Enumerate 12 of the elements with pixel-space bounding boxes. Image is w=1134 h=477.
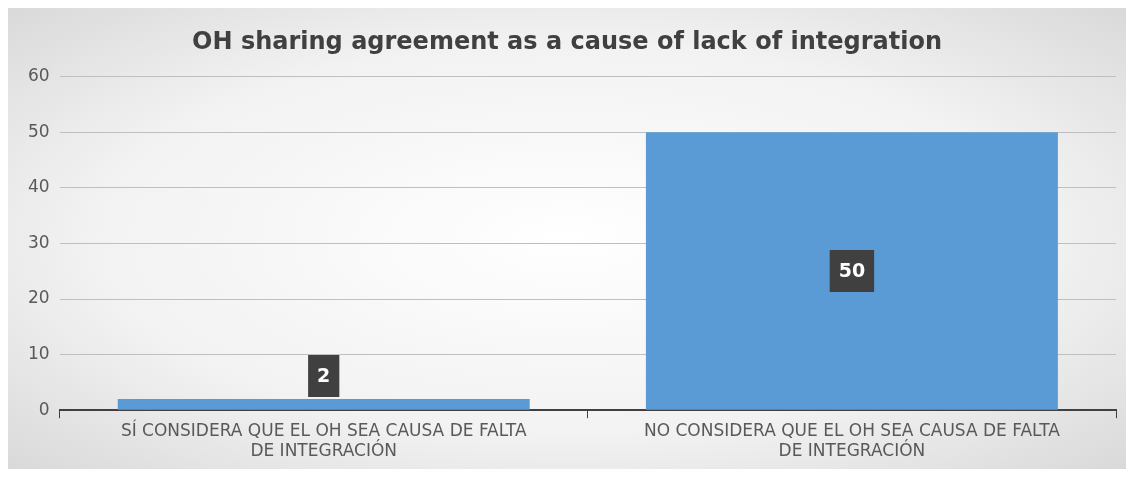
x-tick-label: NO CONSIDERA QUE EL OH SEA CAUSA DE FALTA DE INTEGRACIÓN	[643, 419, 1061, 461]
y-tick-label: 10	[27, 343, 50, 364]
y-tick-label: 0	[38, 398, 50, 419]
data-label: 2	[317, 364, 331, 387]
data-label: 50	[838, 258, 866, 281]
y-tick-label: 20	[27, 287, 50, 308]
y-tick-label: 30	[27, 231, 50, 252]
chart-title: OH sharing agreement as a cause of lack of integration	[192, 26, 942, 55]
y-tick-label: 50	[27, 120, 50, 141]
y-tick-label: 60	[27, 65, 50, 86]
y-tick-label: 40	[27, 176, 50, 197]
x-tick-label: SÍ CONSIDERA QUE EL OH SEA CAUSA DE FALTA DE INTEGRACIÓN	[120, 418, 527, 461]
